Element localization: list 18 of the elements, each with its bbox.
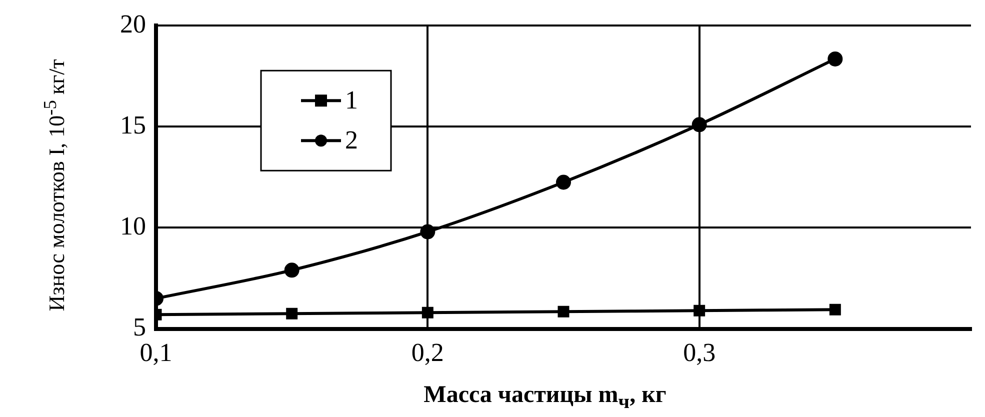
point: [420, 224, 436, 240]
point: [829, 304, 841, 316]
x-tick-label: 0,3: [683, 338, 716, 368]
point: [694, 304, 706, 316]
x-tick-label: 0,2: [411, 338, 444, 368]
legend-label: 1: [345, 85, 358, 114]
y-tick-label: 20: [120, 9, 146, 38]
point: [286, 308, 298, 320]
point: [556, 174, 571, 190]
point: [422, 306, 434, 318]
point: [692, 117, 707, 132]
point: [284, 262, 300, 278]
x-axis-title: Масса частицы m$_{ч}$, кг: [422, 382, 668, 414]
point: [828, 51, 843, 66]
legend-label: 2: [345, 125, 358, 154]
point: [558, 306, 570, 318]
y-tick-label: 15: [120, 110, 146, 140]
y-tick-label: 10: [120, 212, 146, 241]
